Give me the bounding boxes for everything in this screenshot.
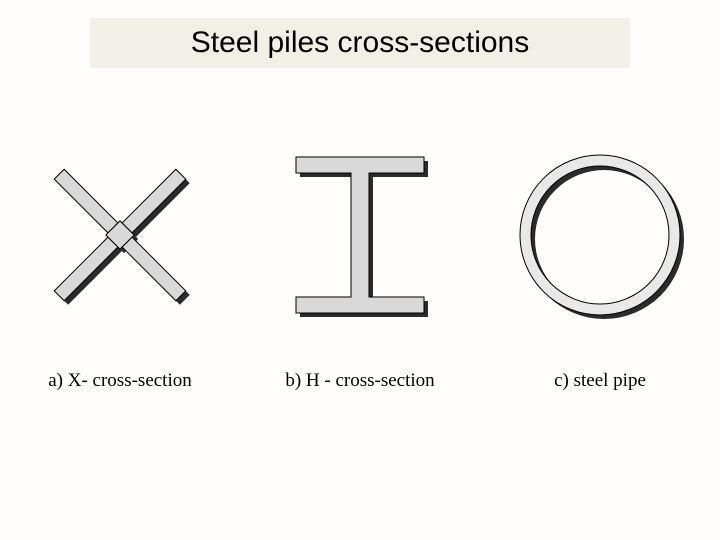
- h-section-svg: [270, 135, 450, 335]
- figure-x-section: [0, 130, 240, 340]
- pipe-section-svg: [500, 135, 700, 335]
- captions-row: a) X- cross-section b) H - cross-section…: [0, 370, 720, 410]
- title-band: Steel piles cross-sections: [90, 18, 630, 68]
- figure-h-section: [240, 130, 480, 340]
- page-title: Steel piles cross-sections: [191, 26, 529, 60]
- figures-row: [0, 130, 720, 340]
- caption-c: c) steel pipe: [480, 370, 720, 392]
- x-section-svg: [20, 135, 220, 335]
- caption-a: a) X- cross-section: [0, 370, 240, 392]
- figure-pipe-section: [480, 130, 720, 340]
- caption-b: b) H - cross-section: [240, 370, 480, 392]
